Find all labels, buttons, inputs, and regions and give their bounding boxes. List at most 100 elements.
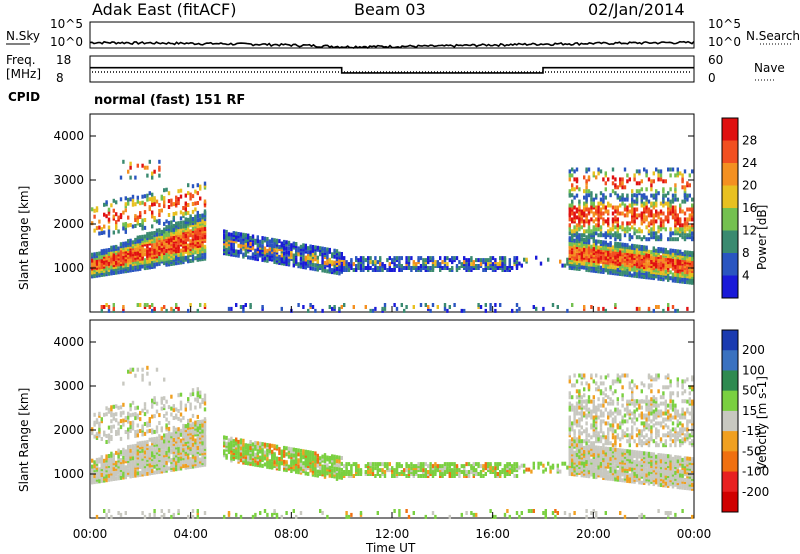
heatmap-cell	[400, 268, 403, 272]
heatmap-cell	[227, 511, 231, 515]
heatmap-cell	[165, 411, 168, 416]
heatmap-cell	[273, 444, 276, 449]
heatmap-cell	[393, 262, 396, 267]
heatmap-cell	[628, 263, 631, 268]
heatmap-cell	[484, 472, 487, 476]
heatmap-cell	[410, 256, 413, 261]
heatmap-cell	[674, 173, 677, 178]
heatmap-cell	[443, 306, 447, 311]
heatmap-cell	[261, 442, 264, 447]
heatmap-cell	[115, 220, 118, 225]
heatmap-cell	[151, 224, 154, 229]
heatmap-cell	[122, 459, 125, 464]
heatmap-cell	[475, 512, 478, 517]
heatmap-cell	[124, 416, 127, 421]
heatmap-cell	[448, 305, 451, 309]
heatmap-cell	[667, 215, 670, 220]
heatmap-cell	[179, 428, 183, 433]
heatmap-cell	[659, 223, 663, 228]
heatmap-cell	[256, 445, 259, 450]
heatmap-cell	[590, 258, 593, 263]
heatmap-cell	[671, 272, 675, 277]
heatmap-cell	[112, 416, 115, 421]
heatmap-cell	[638, 227, 641, 232]
heatmap-cell	[643, 235, 646, 240]
heatmap-cell	[619, 272, 622, 276]
heatmap-cell	[148, 305, 151, 309]
heatmap-cell	[599, 207, 603, 212]
heatmap-cell	[199, 447, 202, 452]
heatmap-cell	[115, 244, 118, 249]
heatmap-cell	[647, 271, 651, 276]
heatmap-cell	[616, 185, 619, 190]
heatmap-cell	[239, 232, 243, 237]
heatmap-cell	[640, 187, 643, 192]
heatmap-cell	[479, 470, 483, 474]
heatmap-cell	[631, 207, 634, 212]
heatmap-cell	[124, 511, 127, 515]
heatmap-cell	[628, 203, 631, 208]
heatmap-cell	[520, 463, 523, 468]
heatmap-cell	[170, 394, 173, 399]
heatmap-cell	[520, 263, 523, 268]
heatmap-cell	[127, 201, 130, 206]
heatmap-cell	[196, 426, 199, 431]
heatmap-cell	[691, 231, 694, 236]
heatmap-cell	[479, 464, 483, 469]
heatmap-cell	[170, 224, 173, 229]
heatmap-cell	[143, 252, 147, 257]
heatmap-cell	[357, 258, 360, 263]
heatmap-cell	[530, 469, 533, 474]
heatmap-cell	[170, 198, 173, 203]
heatmap-cell	[655, 193, 658, 198]
heatmap-cell	[417, 474, 420, 478]
heatmap-cell	[275, 512, 279, 517]
heatmap-cell	[650, 187, 653, 192]
heatmap-cell	[227, 232, 231, 237]
heatmap-cell	[467, 470, 471, 474]
heatmap-cell	[623, 197, 627, 202]
heatmap-cell	[645, 201, 648, 206]
heatmap-cell	[127, 449, 130, 453]
heatmap-cell	[679, 233, 682, 238]
heatmap-cell	[628, 233, 631, 238]
heatmap-cell	[119, 466, 123, 470]
heatmap-cell	[667, 201, 670, 206]
heatmap-cell	[599, 197, 603, 202]
heatmap-cell	[626, 229, 629, 234]
heatmap-cell	[230, 250, 233, 255]
heatmap-cell	[527, 467, 531, 472]
heatmap-cell	[674, 259, 677, 263]
heatmap-cell	[621, 211, 624, 216]
heatmap-cell	[256, 243, 259, 248]
heatmap-cell	[585, 167, 588, 172]
heatmap-cell	[465, 462, 468, 467]
heatmap-cell	[259, 441, 262, 446]
heatmap-cell	[597, 209, 600, 214]
heatmap-cell	[580, 255, 583, 260]
heatmap-cell	[278, 460, 281, 465]
heatmap-cell	[242, 252, 245, 257]
heatmap-cell	[131, 450, 135, 455]
heatmap-cell	[127, 169, 130, 174]
heatmap-cell	[143, 248, 147, 253]
heatmap-cell	[551, 511, 555, 515]
heatmap-cell	[124, 241, 127, 246]
heatmap-cell	[513, 462, 516, 467]
heatmap-cell	[467, 258, 471, 263]
heatmap-cell	[167, 426, 171, 431]
heatmap-cell	[568, 223, 571, 228]
heatmap-cell	[614, 209, 617, 214]
heatmap-cell	[131, 224, 135, 229]
heatmap-cell	[623, 242, 627, 247]
heatmap-cell	[619, 225, 622, 230]
heatmap-cell	[247, 451, 250, 456]
heatmap-cell	[167, 430, 171, 435]
heatmap-cell	[671, 252, 675, 257]
heatmap-cell	[667, 250, 670, 255]
heatmap-cell	[643, 201, 646, 206]
heatmap-cell	[172, 202, 175, 207]
heatmap-cell	[203, 397, 207, 402]
heatmap-cell	[638, 235, 641, 240]
heatmap-cell	[124, 449, 127, 454]
